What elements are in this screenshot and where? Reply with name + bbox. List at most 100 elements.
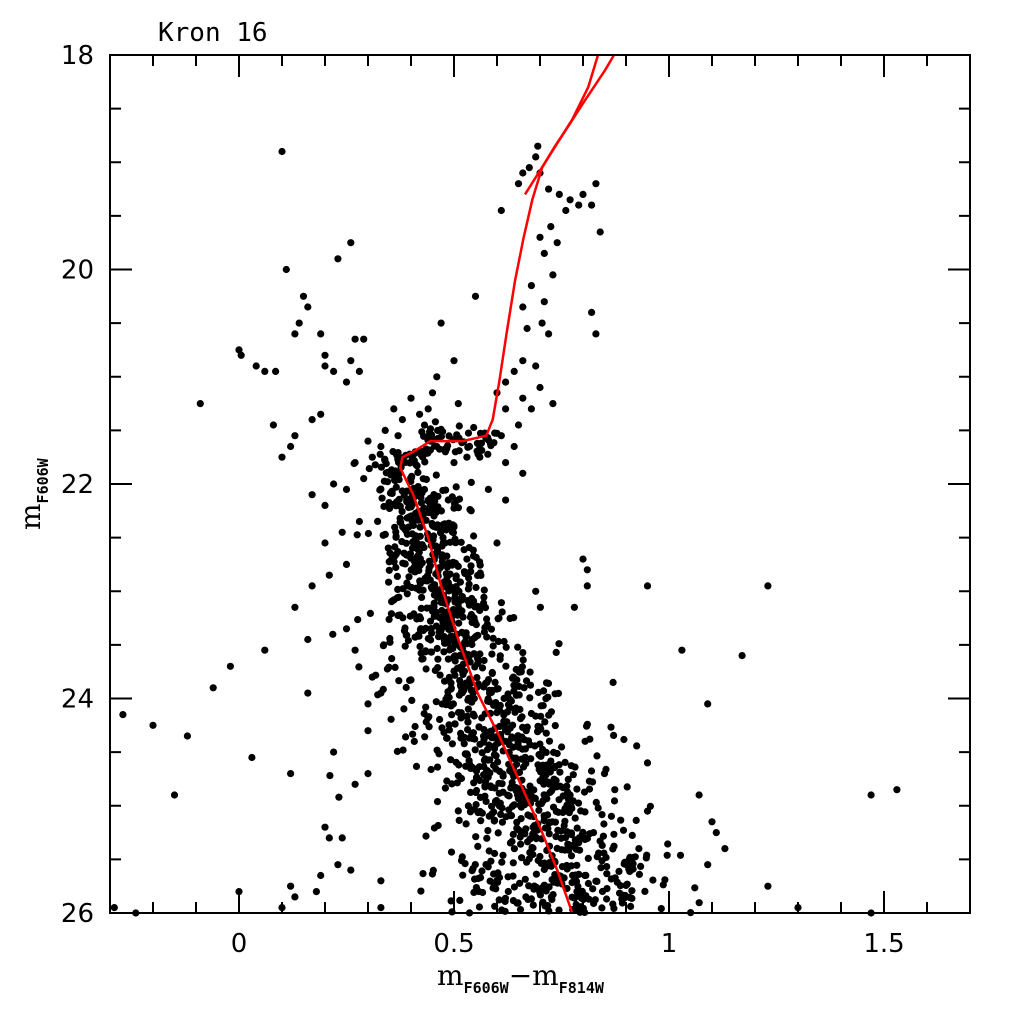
data-point [457, 687, 466, 696]
data-point [342, 485, 351, 493]
data-point [589, 885, 597, 893]
data-point [417, 887, 425, 895]
data-point [502, 496, 510, 504]
data-point [459, 629, 467, 637]
data-point [497, 810, 505, 819]
data-point [438, 551, 446, 559]
data-point [451, 671, 459, 679]
data-point [496, 701, 504, 710]
data-point [444, 655, 452, 663]
data-point [518, 733, 526, 741]
data-point [471, 746, 479, 754]
data-point [433, 644, 441, 653]
data-point [472, 884, 480, 892]
data-point [615, 867, 623, 876]
data-point [519, 394, 527, 402]
data-point [484, 827, 492, 835]
data-point [450, 357, 458, 365]
data-point [291, 893, 299, 901]
data-point [321, 823, 329, 831]
data-point [365, 465, 373, 473]
data-point [416, 642, 424, 651]
data-point [430, 824, 438, 832]
data-point [592, 180, 600, 188]
data-point [466, 808, 474, 816]
data-point [480, 683, 488, 691]
data-point [622, 881, 630, 890]
data-point [567, 803, 575, 811]
data-point [425, 723, 433, 731]
data-point [261, 646, 269, 654]
data-point [480, 593, 488, 601]
data-point [407, 394, 415, 402]
data-point [416, 410, 424, 418]
data-point [535, 806, 543, 814]
data-point [704, 861, 712, 869]
data-point [455, 422, 463, 430]
data-point [519, 357, 527, 365]
data-point [481, 782, 489, 790]
data-point [291, 432, 299, 440]
data-point [523, 858, 531, 866]
data-point [518, 854, 526, 862]
data-point [426, 617, 435, 625]
data-point [366, 609, 374, 618]
data-point [490, 745, 499, 753]
data-point [534, 142, 542, 150]
data-point [593, 853, 601, 861]
data-point [460, 546, 468, 554]
data-point [628, 887, 636, 895]
data-point [579, 828, 587, 837]
x-tick-label: 1.5 [863, 929, 904, 959]
data-point [584, 854, 592, 863]
data-point [588, 308, 596, 316]
data-point [391, 663, 399, 672]
data-point [487, 730, 495, 738]
data-point [474, 602, 482, 611]
data-point [434, 655, 442, 663]
x-axis-label-m1: m [437, 959, 464, 992]
data-point [529, 850, 537, 859]
data-point [447, 897, 455, 905]
data-point [458, 593, 466, 601]
data-point [431, 666, 439, 675]
data-point [448, 780, 456, 788]
data-point [444, 639, 452, 647]
data-point [470, 712, 478, 720]
data-point [474, 655, 482, 663]
data-point [519, 656, 527, 664]
data-point [308, 491, 316, 499]
data-point [516, 906, 525, 914]
data-point [472, 833, 480, 841]
data-point [420, 710, 428, 718]
data-point [484, 436, 493, 444]
data-point [418, 486, 426, 494]
data-point [506, 839, 514, 847]
data-point [525, 788, 533, 796]
data-point [463, 453, 471, 461]
data-point [627, 902, 635, 911]
data-point [465, 757, 473, 765]
data-point [450, 655, 459, 663]
data-point [559, 808, 567, 817]
data-point [518, 745, 527, 753]
data-point [512, 691, 520, 699]
data-point [509, 872, 517, 880]
data-point [498, 858, 506, 866]
data-point [494, 637, 503, 646]
data-point [448, 711, 456, 719]
data-point [427, 636, 435, 644]
data-point [385, 566, 393, 574]
data-point [447, 585, 456, 593]
data-point [545, 737, 554, 745]
data-point [467, 562, 475, 570]
data-point [420, 421, 429, 429]
data-point [512, 754, 520, 762]
data-point [436, 715, 444, 724]
data-point [561, 758, 569, 767]
data-point [691, 884, 699, 892]
data-point [519, 469, 527, 477]
data-point [558, 743, 566, 751]
data-point [572, 900, 580, 909]
data-point [472, 801, 480, 809]
